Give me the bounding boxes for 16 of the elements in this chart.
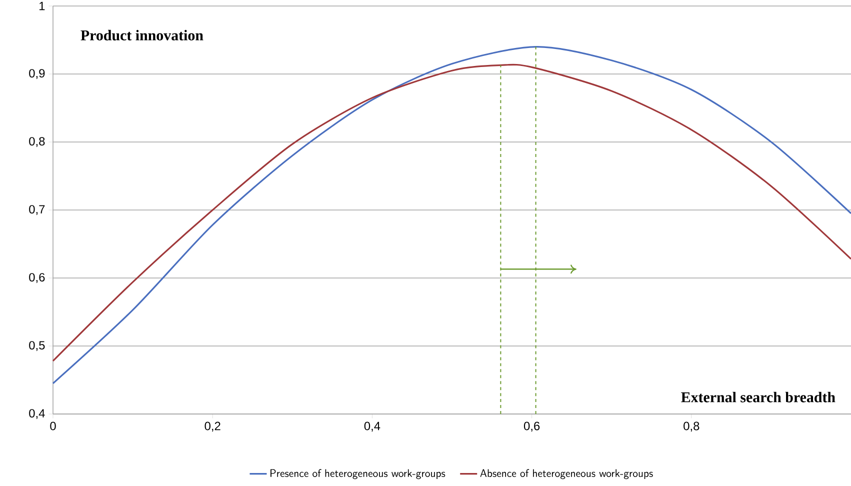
legend-label: Presence of heterogeneous work-groups — [270, 469, 446, 480]
x-tick-label: 0,4 — [364, 422, 380, 432]
y-tick-label: 0,4 — [29, 409, 45, 419]
x-tick-label: 0,8 — [684, 422, 700, 432]
x-tick-label: 0,2 — [204, 422, 220, 432]
x-tick-label: 0 — [50, 422, 56, 430]
x-axis-title: External search breadth — [681, 392, 836, 402]
y-tick-label: 0,5 — [29, 341, 45, 351]
y-tick-label: 0,6 — [29, 273, 45, 283]
y-axis-title: Product innovation — [80, 30, 204, 40]
y-tick-label: 1 — [39, 2, 45, 10]
y-tick-label: 0,8 — [29, 137, 45, 147]
legend-label: Absence of heterogeneous work-groups — [480, 469, 653, 480]
y-tick-label: 0,9 — [29, 69, 45, 79]
y-tick-label: 0,7 — [29, 205, 45, 215]
x-tick-label: 0,6 — [524, 422, 540, 432]
